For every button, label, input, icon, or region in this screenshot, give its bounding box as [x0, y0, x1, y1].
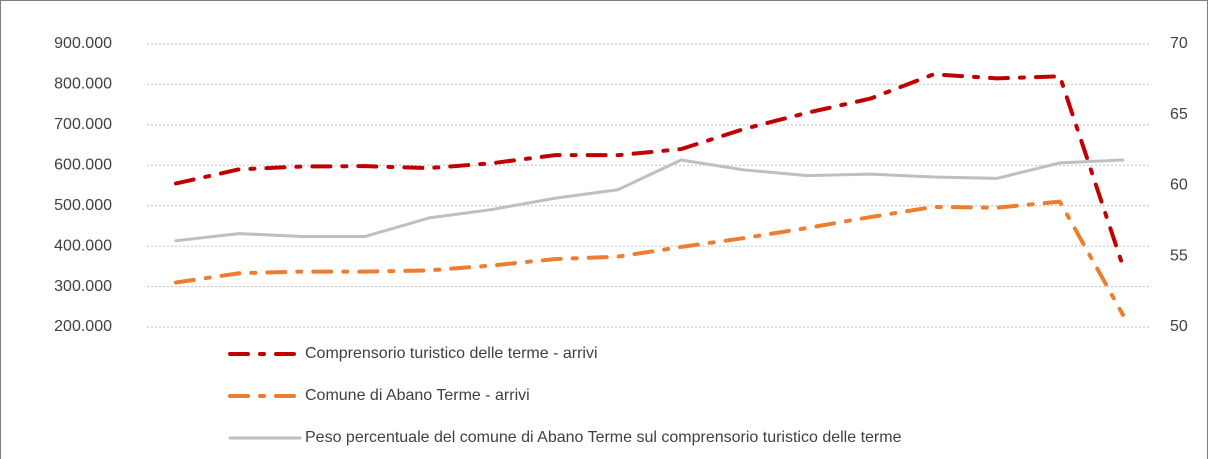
y2-tick-label: 55 [1170, 247, 1188, 264]
y2-tick-label: 60 [1170, 177, 1188, 194]
y2-tick-label: 65 [1170, 106, 1188, 123]
y-tick-label: 700.000 [54, 116, 112, 133]
y2-tick-label: 50 [1170, 318, 1188, 335]
y-tick-label: 900.000 [54, 35, 112, 52]
y-tick-label: 600.000 [54, 157, 112, 174]
legend-label: Comune di Abano Terme - arrivi [305, 387, 530, 404]
y-tick-label: 800.000 [54, 76, 112, 93]
series-line [174, 158, 1125, 243]
legend-label: Comprensorio turistico delle terme - arr… [305, 345, 598, 362]
y-tick-label: 500.000 [54, 197, 112, 214]
series-line [174, 199, 1125, 317]
y-tick-label: 200.000 [54, 318, 112, 335]
y2-tick-label: 70 [1170, 35, 1188, 52]
legend-label: Peso percentuale del comune di Abano Ter… [305, 429, 902, 446]
y-tick-label: 300.000 [54, 278, 112, 295]
y-tick-label: 400.000 [54, 237, 112, 254]
series-line [174, 72, 1125, 269]
